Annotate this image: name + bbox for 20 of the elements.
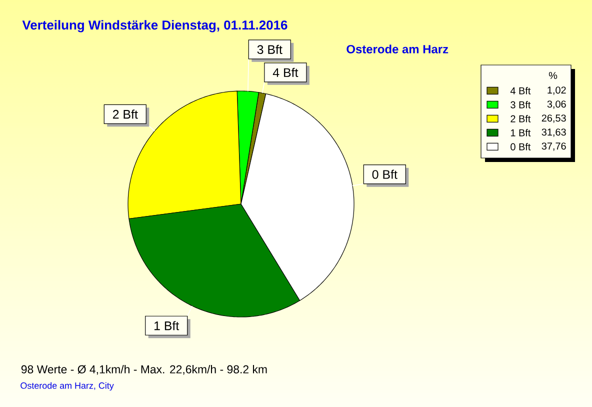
- slice-label: 4 Bft: [272, 68, 298, 77]
- data-label: 26,53: [542, 114, 566, 123]
- legend-label: 4 Bft: [510, 87, 531, 94]
- text: 98 Werte - Ø 4,1km/h - Max. 22,6km/h - 98.2 km: [21, 365, 267, 375]
- slice-label: 0 Bft: [372, 170, 398, 179]
- slice-label: 2 Bft: [112, 110, 138, 119]
- legend-label: 0 Bft: [510, 143, 531, 150]
- chart-title: Verteilung Windstärke Dienstag, 01.11.2016: [22, 20, 288, 32]
- legend-label: 1 Bft: [510, 129, 531, 136]
- legend-label: 2 Bft: [510, 115, 531, 122]
- text: Osterode am Harz, City: [20, 382, 114, 391]
- legend-label: 3 Bft: [510, 101, 531, 108]
- slice-label: 3 Bft: [257, 44, 282, 54]
- slice-label: 1 Bft: [154, 321, 180, 330]
- data-label: 1,02: [548, 86, 566, 95]
- chart-subtitle: Osterode am Harz: [346, 44, 448, 54]
- legend-title: %: [548, 72, 558, 79]
- data-label: 31,63: [542, 128, 566, 137]
- data-label: 3,06: [547, 100, 566, 109]
- data-label: 37,76: [542, 142, 566, 151]
